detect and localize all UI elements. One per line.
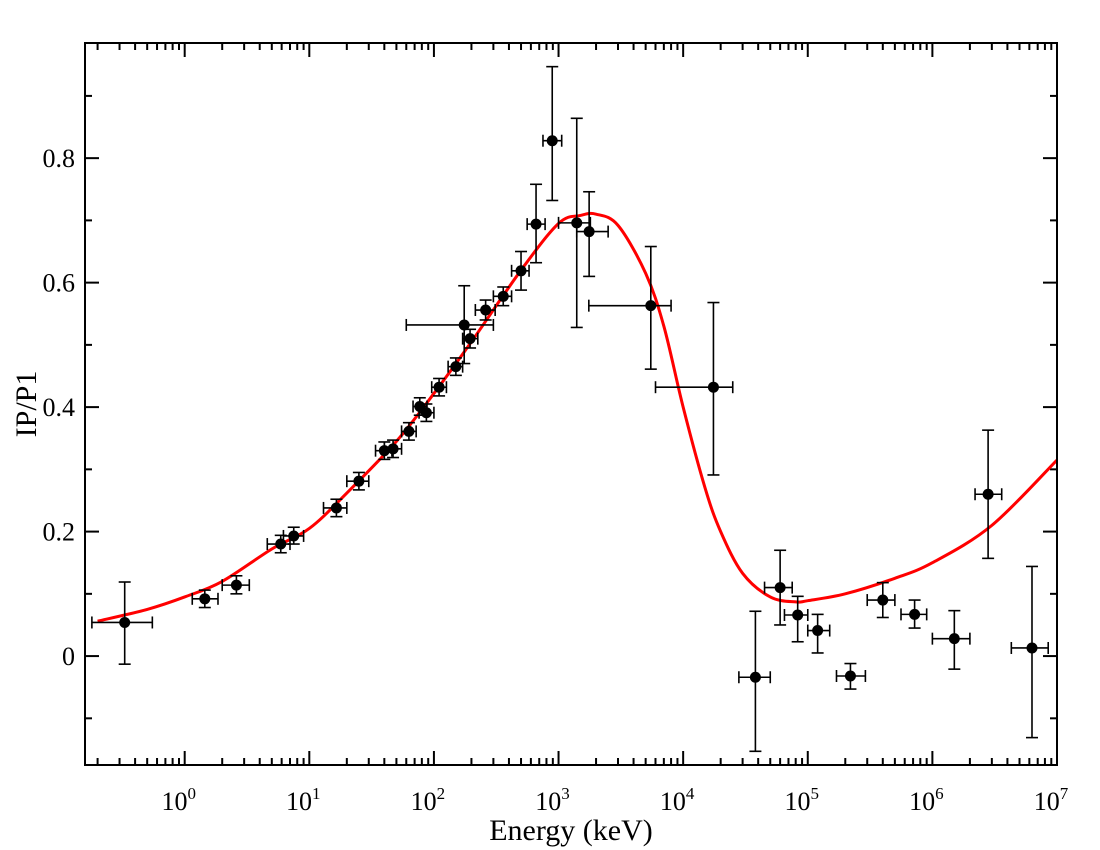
y-tick-label: 0.8 bbox=[43, 144, 76, 173]
data-marker bbox=[353, 475, 365, 487]
data-point bbox=[542, 65, 563, 202]
data-marker bbox=[546, 135, 558, 147]
data-point bbox=[510, 250, 530, 291]
data-marker bbox=[812, 625, 824, 637]
data-marker bbox=[330, 502, 342, 514]
data-point bbox=[588, 245, 672, 370]
data-marker bbox=[288, 530, 300, 542]
data-point bbox=[866, 581, 896, 619]
data-marker bbox=[909, 608, 921, 620]
x-tick-label: 103 bbox=[535, 784, 570, 816]
data-marker bbox=[707, 381, 719, 393]
data-marker bbox=[948, 633, 960, 645]
data-marker bbox=[877, 594, 889, 606]
data-marker bbox=[387, 443, 399, 455]
model-curve-layer bbox=[97, 211, 1059, 623]
data-marker bbox=[749, 671, 761, 683]
model-curve bbox=[97, 211, 1059, 623]
plot-frame bbox=[84, 42, 1058, 766]
data-marker bbox=[433, 381, 445, 393]
y-tick-label: 0.2 bbox=[43, 518, 76, 547]
data-point bbox=[835, 662, 867, 690]
x-tick-label: 107 bbox=[1034, 784, 1069, 816]
x-tick-label: 106 bbox=[909, 784, 944, 816]
data-point bbox=[400, 421, 417, 441]
data-point bbox=[383, 439, 403, 459]
data-point bbox=[405, 284, 495, 365]
data-point bbox=[282, 526, 305, 545]
x-tick-label: 104 bbox=[660, 784, 695, 816]
y-tick-label: 0 bbox=[62, 642, 75, 671]
data-point bbox=[557, 117, 592, 329]
data-point bbox=[91, 581, 154, 665]
data-point bbox=[654, 301, 734, 476]
data-point bbox=[763, 549, 793, 626]
y-tick-label: 0.6 bbox=[43, 269, 76, 298]
data-point bbox=[900, 599, 928, 629]
data-marker bbox=[645, 300, 657, 312]
axis-ticks bbox=[85, 43, 1058, 765]
data-marker bbox=[458, 319, 470, 331]
x-tick-label: 105 bbox=[785, 784, 820, 816]
data-marker bbox=[464, 333, 476, 345]
data-marker bbox=[230, 579, 242, 591]
x-axis-title: Energy (keV) bbox=[489, 814, 653, 847]
data-point bbox=[806, 613, 831, 654]
data-point bbox=[474, 299, 496, 321]
data-marker bbox=[515, 265, 527, 277]
data-point bbox=[783, 595, 809, 643]
data-marker bbox=[480, 304, 492, 316]
data-marker bbox=[119, 616, 131, 628]
data-marker bbox=[420, 407, 432, 419]
data-marker bbox=[844, 670, 856, 682]
data-marker bbox=[497, 290, 509, 302]
data-point bbox=[221, 574, 251, 595]
data-point bbox=[430, 377, 448, 397]
data-point bbox=[492, 286, 513, 307]
data-marker bbox=[403, 425, 415, 437]
data-marker bbox=[583, 226, 595, 238]
x-tick-label: 101 bbox=[286, 784, 321, 816]
x-tick-labels: 100 101 102 103 104 105 106 107 bbox=[161, 784, 1068, 816]
data-marker bbox=[982, 488, 994, 500]
data-point bbox=[322, 498, 348, 518]
x-tick-label: 100 bbox=[161, 784, 196, 816]
data-point bbox=[931, 609, 971, 670]
data-point bbox=[1010, 565, 1050, 739]
data-marker bbox=[1026, 642, 1038, 654]
data-point bbox=[974, 429, 1003, 560]
data-point bbox=[738, 610, 772, 753]
data-marker bbox=[199, 593, 211, 605]
y-tick-labels: 0 0.2 0.4 0.6 0.8 bbox=[43, 144, 76, 671]
data-marker bbox=[571, 217, 583, 229]
data-point bbox=[526, 183, 546, 264]
x-tick-label: 102 bbox=[411, 784, 446, 816]
data-marker bbox=[774, 582, 786, 594]
y-tick-label: 0.4 bbox=[43, 393, 76, 422]
data-point bbox=[191, 589, 219, 609]
data-point bbox=[575, 190, 609, 278]
data-marker bbox=[275, 538, 287, 550]
y-axis-title: IP/P1 bbox=[10, 371, 43, 438]
data-point bbox=[461, 328, 479, 349]
data-point bbox=[418, 403, 435, 423]
data-marker bbox=[530, 218, 542, 230]
data-points-layer bbox=[91, 65, 1050, 753]
data-point bbox=[346, 471, 370, 491]
data-marker bbox=[792, 609, 804, 621]
